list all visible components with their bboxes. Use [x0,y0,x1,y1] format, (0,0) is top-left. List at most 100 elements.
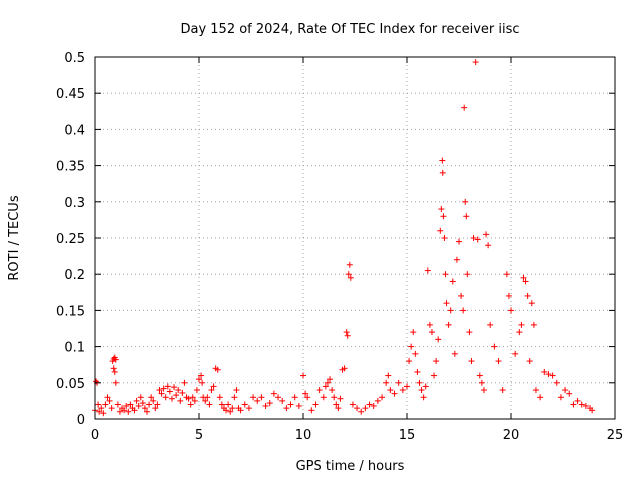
data-point [439,157,446,164]
data-point [472,59,479,66]
data-point [408,343,415,350]
data-point [93,378,100,385]
data-point [512,350,519,357]
data-point [131,407,138,414]
data-point [416,379,423,386]
data-point [295,402,302,409]
data-point [516,329,523,336]
data-point [181,379,188,386]
data-point [553,379,560,386]
x-tick-label: 10 [295,428,312,443]
data-point [366,401,373,408]
data-point [537,394,544,401]
data-point [214,366,221,373]
data-point [233,387,240,394]
data-point [254,397,261,404]
data-point [578,401,585,408]
data-point [189,394,196,401]
data-point [177,397,184,404]
data-point [412,350,419,357]
data-point [557,394,564,401]
data-point [104,394,111,401]
data-point [98,405,105,412]
data-point [204,394,211,401]
data-point [227,408,234,415]
data-point [300,372,306,379]
data-point [438,206,445,213]
data-point [495,358,502,365]
data-point [168,395,175,402]
y-tick-label: 0.05 [56,377,85,392]
data-point [250,394,257,401]
data-point [463,213,470,220]
data-point [308,407,315,414]
y-tick-label: 0.15 [56,304,85,319]
data-point [370,402,377,409]
data-point [468,358,475,365]
y-tick-label: 0.2 [64,268,85,283]
data-point [198,372,205,379]
data-point [208,387,215,394]
data-point [443,300,450,307]
data-point [137,394,144,401]
axis-ticks [94,56,616,420]
data-point [362,405,369,412]
data-point [530,321,537,328]
data-point [245,405,252,412]
data-point [102,401,109,408]
data-point [418,387,425,394]
data-point [462,198,469,205]
chart-title: Day 152 of 2024, Rate Of TEC Index for r… [180,22,519,37]
data-point [508,307,514,314]
data-point [460,307,467,314]
data-point [437,227,444,234]
data-point [341,365,348,372]
data-point [158,390,165,397]
data-point [470,235,477,241]
data-point [476,372,483,379]
data-point [528,300,535,307]
data-point [154,401,161,408]
data-point [95,401,102,408]
data-point [420,394,427,401]
data-point [545,371,552,378]
data-point [160,385,167,392]
data-point [262,402,269,409]
data-point [164,383,171,390]
data-point [187,401,194,408]
data-point [179,389,186,396]
data-point [185,395,192,402]
data-point [225,401,232,408]
y-tick-label: 0.4 [64,123,85,138]
data-point [570,401,577,408]
data-point [433,358,440,365]
data-point [96,408,103,415]
data-point [385,372,392,379]
data-point [566,390,573,397]
data-point [458,292,465,299]
data-point [116,408,123,415]
data-point [461,104,468,111]
data-point [279,397,286,404]
data-point [125,408,132,415]
data-point [333,401,340,408]
data-point [275,394,282,401]
data-point [347,274,354,281]
data-point [139,400,146,407]
data-point [150,397,157,404]
data-point [110,365,117,372]
data-point [343,329,350,336]
data-point [464,271,471,278]
data-point [404,383,410,390]
data-point [480,387,487,394]
data-point [144,408,150,415]
data-point [241,401,248,408]
data-point [166,388,173,395]
data-point [106,397,113,404]
data-point [324,379,331,386]
data-point [478,379,485,386]
data-point [451,350,458,357]
data-point [442,271,449,278]
